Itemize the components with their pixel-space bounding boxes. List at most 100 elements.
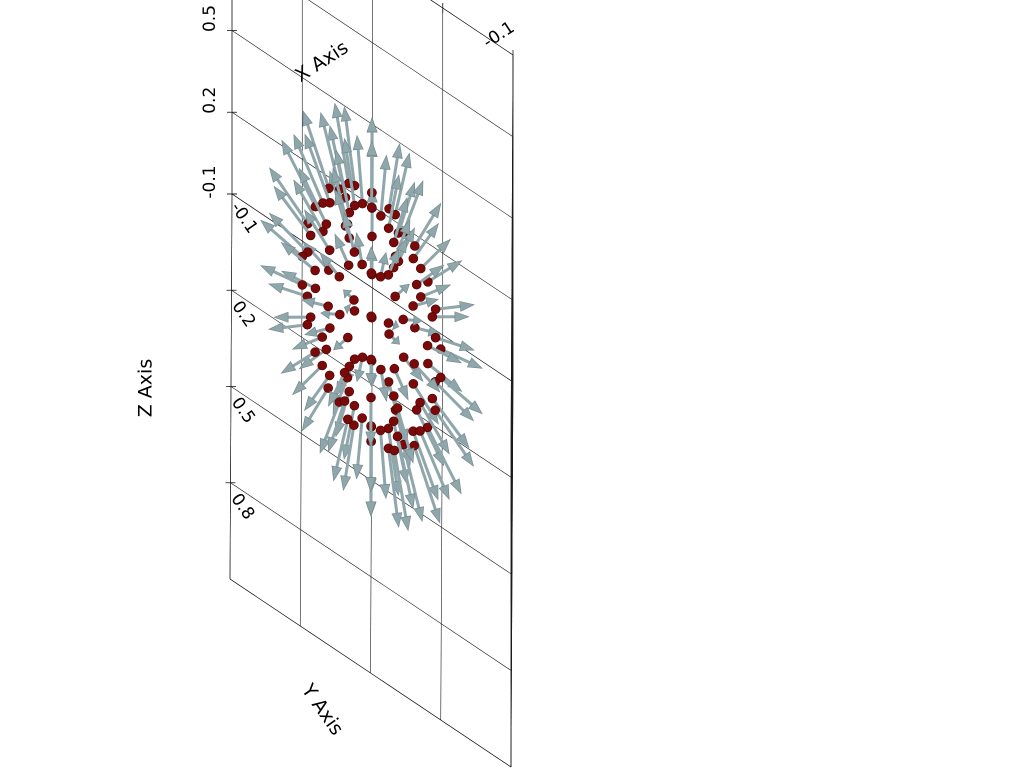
- vector-glyph: [376, 364, 390, 402]
- arrow-head: [304, 326, 318, 337]
- vector-glyph: [334, 233, 354, 271]
- vector-glyph: [301, 297, 333, 312]
- vector-glyph: [409, 359, 441, 393]
- data-point: [317, 360, 328, 371]
- vector-glyph: [365, 392, 377, 447]
- arrow-shaft: [418, 401, 444, 444]
- data-point: [357, 413, 367, 423]
- arrow-head: [445, 351, 462, 364]
- vector-glyph: [376, 154, 391, 221]
- arrow-head: [365, 501, 377, 517]
- arrow-shaft: [396, 434, 412, 496]
- data-point: [415, 263, 426, 274]
- vector-glyph: [292, 360, 328, 396]
- arrow-shaft: [272, 270, 304, 287]
- arrow-shaft: [413, 213, 436, 248]
- data-point: [415, 397, 425, 408]
- vector-glyph: [398, 314, 423, 326]
- arrow-head: [293, 179, 306, 196]
- grid-line: [308, 0, 514, 137]
- vector-glyph: [408, 426, 439, 501]
- arrow-shaft: [269, 227, 304, 259]
- arrow-shaft: [439, 375, 474, 407]
- vector-glyph: [354, 352, 368, 383]
- vector-glyph: [435, 344, 484, 369]
- data-point: [366, 354, 376, 365]
- arrow-head: [458, 340, 475, 351]
- data-point: [376, 364, 386, 375]
- vector-glyph: [384, 329, 400, 345]
- arrow-head: [379, 154, 391, 171]
- data-point: [398, 352, 409, 363]
- arrow-head: [260, 219, 276, 234]
- arrow-head: [436, 238, 451, 254]
- arrow-head: [341, 137, 353, 154]
- data-point: [305, 230, 316, 241]
- arrow-head: [412, 180, 424, 197]
- grid-line: [510, 136, 514, 522]
- data-point: [383, 318, 394, 328]
- data-point: [427, 312, 438, 322]
- vector-glyph: [293, 133, 328, 208]
- arrow-head: [455, 432, 470, 449]
- vector-glyph: [268, 319, 313, 334]
- data-point: [349, 306, 360, 316]
- vector-glyph: [409, 440, 441, 524]
- arrow-shaft: [311, 373, 332, 401]
- vector-glyph: [280, 347, 320, 374]
- data-point: [323, 301, 333, 312]
- arrow-head: [334, 189, 345, 206]
- grid-line: [231, 193, 514, 383]
- data-point: [392, 403, 403, 413]
- vector-glyph: [304, 370, 335, 412]
- arrow-head: [291, 338, 308, 350]
- data-point: [325, 197, 335, 208]
- y-tick-label: 0.2: [228, 297, 260, 331]
- arrow-head: [340, 105, 352, 122]
- arrow-head: [425, 222, 439, 239]
- vector-glyph: [389, 445, 412, 532]
- arrow-head: [343, 289, 353, 299]
- vector-glyph: [383, 318, 400, 331]
- vector-glyph: [273, 311, 316, 323]
- data-point: [344, 386, 355, 397]
- vector-glyph: [430, 332, 475, 351]
- data-point: [357, 352, 368, 363]
- data-point: [388, 416, 399, 427]
- arrow-head: [319, 437, 331, 454]
- box-edge: [430, 0, 514, 56]
- arrow-head: [388, 248, 399, 264]
- data-point: [317, 332, 328, 342]
- arrow-head: [319, 251, 334, 268]
- data-point: [409, 359, 420, 369]
- arrow-shaft: [396, 406, 411, 451]
- vector-glyph: [427, 393, 470, 449]
- y-tick-label: 0.5: [227, 394, 259, 428]
- vector-glyph: [304, 323, 335, 337]
- arrow-shaft: [418, 429, 446, 488]
- arrow-head: [331, 167, 342, 184]
- vector-glyph: [273, 185, 316, 241]
- data-point: [339, 367, 350, 378]
- vector-glyph: [352, 413, 367, 480]
- arrow-shaft: [392, 448, 408, 519]
- vector-glyph: [331, 414, 353, 482]
- arrow-head: [354, 369, 365, 383]
- data-point: [375, 271, 386, 282]
- data-point: [302, 319, 313, 330]
- arrow-shaft: [401, 443, 421, 510]
- arrow-head: [333, 149, 345, 166]
- vector-glyph: [415, 397, 450, 455]
- vector-glyph: [375, 425, 391, 500]
- vector-glyph: [430, 300, 475, 315]
- arrow-head: [449, 478, 462, 495]
- data-point: [422, 340, 433, 351]
- arrow-shaft: [430, 397, 462, 438]
- arrow-head: [334, 233, 346, 250]
- vector-glyph: [383, 174, 402, 234]
- arrow-head: [304, 395, 318, 412]
- arrow-head: [268, 212, 284, 228]
- vector-glyph: [388, 196, 409, 248]
- vector-glyph: [365, 245, 377, 278]
- grid-line: [230, 482, 512, 671]
